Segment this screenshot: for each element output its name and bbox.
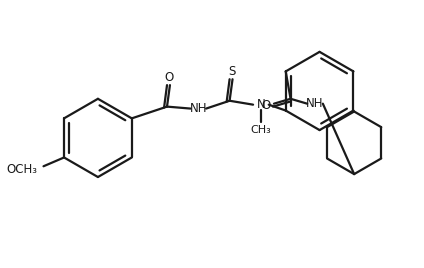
Text: N: N xyxy=(257,98,265,111)
Text: OCH₃: OCH₃ xyxy=(7,163,38,176)
Text: O: O xyxy=(165,71,173,84)
Text: NH: NH xyxy=(190,102,207,115)
Text: O: O xyxy=(262,99,271,112)
Text: S: S xyxy=(228,65,235,78)
Text: NH: NH xyxy=(306,97,324,110)
Text: CH₃: CH₃ xyxy=(251,125,271,135)
